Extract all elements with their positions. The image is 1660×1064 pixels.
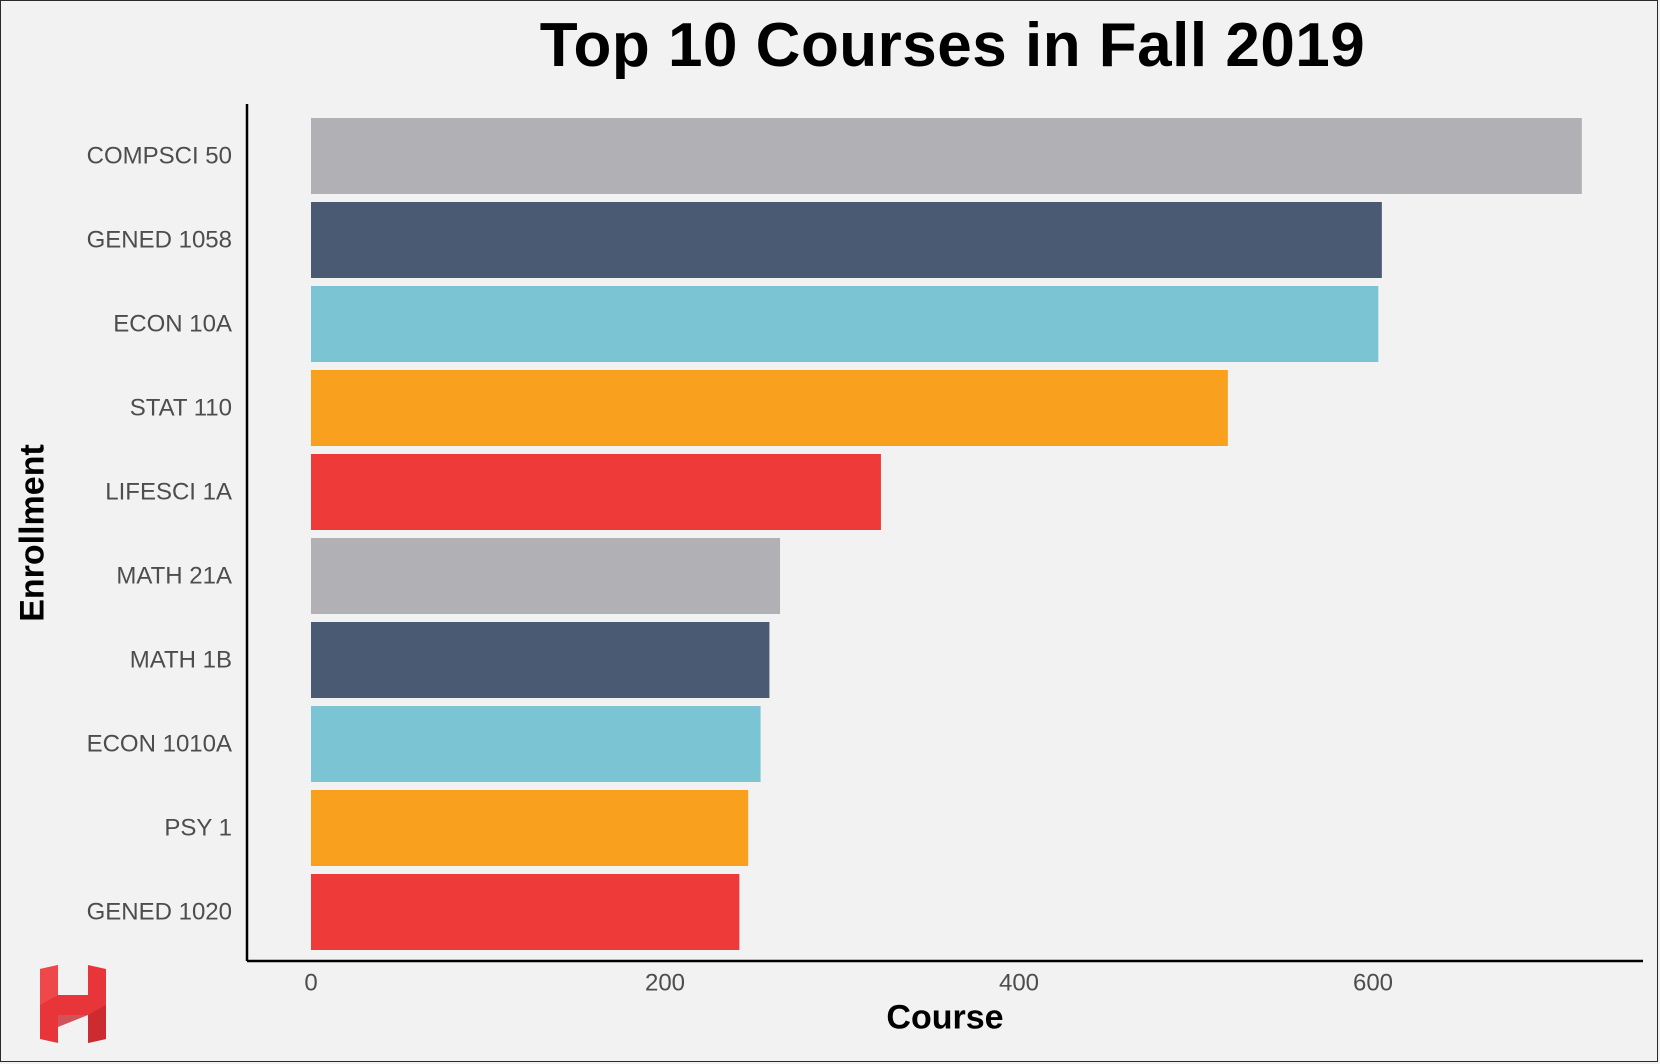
x-tick-400: 400 [999,970,1039,997]
bar-math-21a [311,538,781,614]
bar-group [311,118,1582,950]
harvard-logo-icon [40,965,106,1043]
category-label-econ-10a: ECON 10A [113,311,232,338]
chart-title: Top 10 Courses in Fall 2019 [539,11,1366,80]
category-label-gened-1058: GENED 1058 [87,227,232,254]
bar-psy-1 [311,790,749,866]
x-tick-600: 600 [1353,970,1393,997]
bar-econ-10a [311,286,1379,362]
category-label-gened-1020: GENED 1020 [87,899,232,926]
x-axis-title: Course [886,998,1004,1037]
bar-math-1b [311,622,770,698]
bar-lifesci-1a [311,454,881,530]
category-labels: COMPSCI 50 GENED 1058 ECON 10A STAT 110 LIFE… [87,143,232,926]
x-tick-0: 0 [304,970,317,997]
bar-stat-110 [311,370,1228,446]
category-label-stat-110: STAT 110 [130,395,232,422]
bar-compsci-50 [311,118,1582,194]
category-label-lifesci-1a: LIFESCI 1A [105,479,232,506]
category-label-math-1b: MATH 1B [130,647,232,674]
x-tick-labels: 0 200 400 600 [304,970,1393,997]
bar-gened-1020 [311,874,740,950]
category-label-econ-1010a: ECON 1010A [87,731,232,758]
x-tick-200: 200 [645,970,685,997]
category-label-math-21a: MATH 21A [116,563,232,590]
category-label-compsci-50: COMPSCI 50 [87,143,232,170]
bar-gened-1058 [311,202,1382,278]
category-label-psy-1: PSY 1 [164,815,232,842]
bar-econ-1010a [311,706,761,782]
